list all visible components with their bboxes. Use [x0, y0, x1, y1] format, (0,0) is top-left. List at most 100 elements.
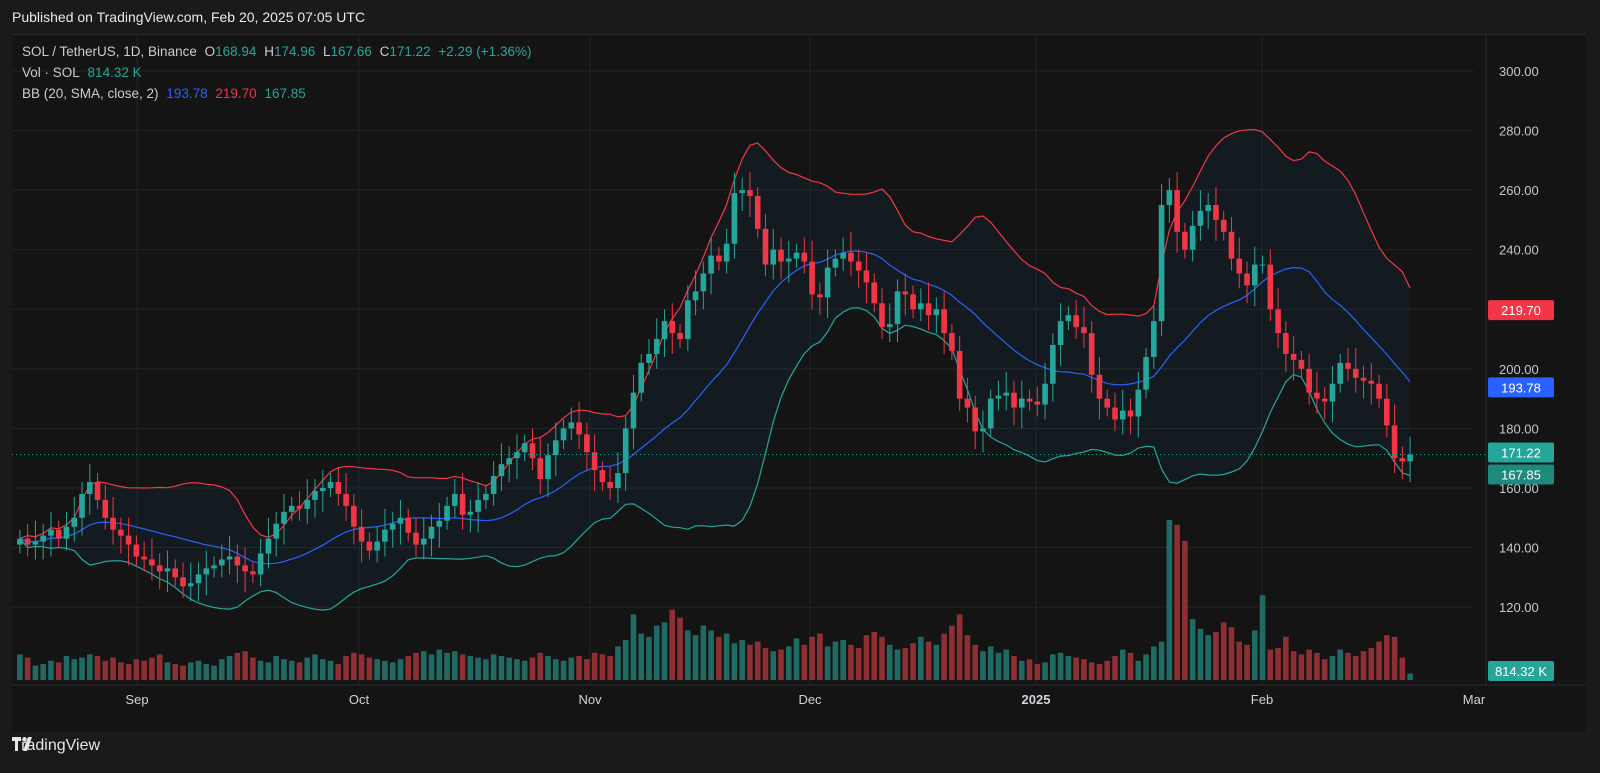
volume-bar — [879, 636, 885, 680]
volume-bar — [1050, 654, 1056, 680]
volume-bar — [506, 657, 512, 680]
volume-bar — [343, 656, 349, 680]
candle-body — [413, 532, 419, 545]
candle-body — [1050, 345, 1056, 384]
candle-body — [17, 538, 23, 545]
volume-bar — [110, 657, 116, 680]
volume-bar — [71, 659, 78, 680]
volume-bar — [1166, 520, 1173, 680]
candle-body — [638, 362, 645, 393]
volume-bar — [1042, 662, 1048, 680]
volume-bar — [661, 622, 668, 680]
candle-body — [452, 493, 458, 506]
mid-band-badge[interactable]: 193.78 — [1488, 377, 1554, 398]
volume-bar — [118, 662, 124, 680]
volume-bar — [576, 656, 582, 680]
volume-bar — [933, 644, 940, 680]
volume-bar — [389, 662, 396, 680]
volume-bar — [420, 651, 427, 680]
candle-body — [172, 568, 179, 578]
volume-bar — [1096, 664, 1103, 680]
volume-bar — [94, 656, 101, 680]
volume-bar — [1368, 648, 1375, 680]
volume-bar — [1197, 628, 1204, 680]
close-price-badge[interactable]: 171.22 — [1488, 442, 1554, 463]
volume-bar — [894, 649, 901, 680]
candle-body — [1306, 368, 1312, 393]
volume-bar — [886, 644, 893, 680]
volume-bar — [537, 652, 544, 680]
candle-body — [483, 493, 489, 500]
volume-bar — [832, 641, 839, 680]
volume-bar — [413, 652, 419, 680]
volume-bar — [560, 660, 567, 680]
candle-body — [226, 556, 233, 560]
volume-bar — [1205, 635, 1211, 680]
y-axis-tick-label: 260.00 — [1499, 183, 1539, 198]
volume-bar — [48, 660, 54, 680]
candle-body — [1018, 398, 1025, 408]
volume-bar — [436, 649, 443, 680]
volume-bar — [1018, 660, 1025, 680]
volume-bar — [1213, 632, 1219, 680]
volume-bar — [1104, 660, 1111, 680]
low-label: L — [323, 44, 331, 59]
volume-bar — [622, 640, 629, 680]
candle-body — [420, 538, 427, 545]
candle-body — [1275, 309, 1281, 334]
x-axis-tick-label: Sep — [125, 692, 148, 707]
candlestick-chart[interactable]: 300.00280.00260.00240.00220.00200.00180.… — [12, 35, 1586, 732]
candle-body — [886, 324, 893, 328]
volume-bar — [55, 662, 62, 680]
volume-bar — [809, 636, 815, 680]
candle-body — [1267, 264, 1274, 310]
volume-bar — [754, 641, 761, 680]
candle-body — [1314, 392, 1320, 399]
volume-bar — [653, 625, 660, 680]
candle-body — [832, 258, 839, 268]
volume-bar — [980, 651, 986, 680]
candle-body — [785, 258, 792, 262]
volume-bar — [17, 654, 23, 680]
volume-badge[interactable]: 814.32 K — [1488, 661, 1554, 681]
candle-body — [389, 523, 396, 530]
volume-bar — [133, 659, 140, 680]
volume-bar — [195, 660, 202, 680]
candle-body — [964, 398, 971, 408]
high-label: H — [264, 44, 274, 59]
upper-band-badge[interactable]: 219.70 — [1488, 300, 1554, 321]
candle-body — [863, 270, 870, 283]
volume-bar — [172, 664, 179, 680]
volume-bar — [1352, 656, 1359, 680]
candle-body — [980, 428, 986, 432]
volume-bar — [1034, 664, 1041, 680]
tradingview-brand[interactable]: TradingView — [12, 737, 100, 755]
candle-body — [1104, 398, 1111, 408]
candle-body — [335, 482, 342, 494]
volume-bar — [762, 648, 769, 680]
volume-bar — [747, 644, 753, 680]
candle-body — [1096, 374, 1103, 399]
volume-bar — [855, 648, 862, 680]
candle-body — [219, 559, 225, 566]
candle-body — [242, 565, 248, 572]
candle-body — [521, 443, 528, 453]
volume-bar — [1158, 641, 1165, 680]
volume-bar — [1384, 635, 1390, 680]
chart-pane[interactable]: 300.00280.00260.00240.00220.00200.00180.… — [12, 34, 1586, 732]
candle-body — [1220, 219, 1227, 232]
volume-bar — [801, 644, 808, 680]
volume-bar — [358, 654, 365, 680]
candle-body — [824, 267, 831, 298]
volume-bar — [242, 651, 248, 680]
lower-band-badge[interactable]: 167.85 — [1488, 464, 1554, 485]
candle-body — [1391, 425, 1398, 459]
candle-body — [723, 243, 730, 262]
candle-body — [1034, 401, 1041, 405]
candle-body — [156, 565, 163, 572]
volume-bar — [351, 652, 357, 680]
candle-body — [1197, 210, 1204, 226]
candle-body — [879, 303, 885, 328]
candle-body — [1236, 258, 1243, 274]
volume-bar — [312, 654, 318, 680]
